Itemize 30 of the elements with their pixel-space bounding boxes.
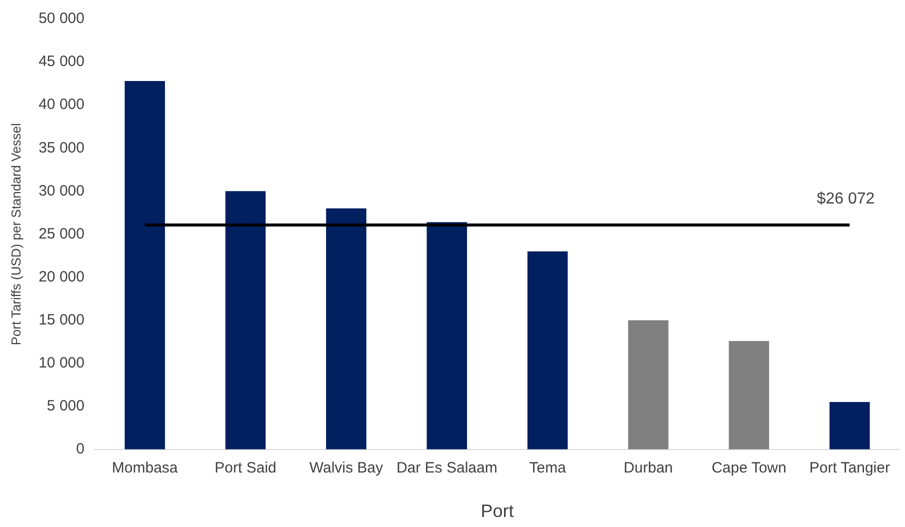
y-tick-label: 20 000 xyxy=(38,268,84,286)
y-tick-label: 25 000 xyxy=(38,225,84,242)
bar xyxy=(225,191,266,450)
y-tick-label: 30 000 xyxy=(38,182,84,200)
x-tick-label: Dar Es Salaam xyxy=(396,460,498,477)
y-tick-label: 50 000 xyxy=(38,10,84,28)
x-axis-title: Port xyxy=(480,501,514,522)
x-tick-label: Durban xyxy=(624,460,673,477)
y-tick-label: 10 000 xyxy=(38,354,84,372)
bar xyxy=(728,340,770,450)
bar xyxy=(124,80,165,450)
y-axis-title: Port Tariffs (USD) per Standard Vessel xyxy=(8,123,24,346)
y-tick-label: 45 000 xyxy=(38,53,84,70)
x-tick-label: Mombasa xyxy=(112,460,178,477)
x-tick-label: Port Said xyxy=(214,460,276,477)
y-tick-label: 35 000 xyxy=(38,139,84,156)
y-tick-label: 5 000 xyxy=(46,398,84,414)
bar xyxy=(527,251,568,450)
y-tick-label: 0 xyxy=(76,440,84,458)
bar xyxy=(326,208,366,450)
x-tick-label: Tema xyxy=(529,460,567,477)
ref-line-label: $26 072 xyxy=(816,190,875,208)
bar xyxy=(426,222,468,450)
y-tick-label: 15 000 xyxy=(38,311,84,328)
x-tick-label: Walvis Bay xyxy=(309,460,384,477)
y-tick-label: 40 000 xyxy=(38,96,84,114)
bar xyxy=(628,320,668,450)
x-tick-label: Cape Town xyxy=(712,460,786,477)
x-tick-label: Port Tangier xyxy=(809,460,890,477)
bar xyxy=(830,402,870,450)
